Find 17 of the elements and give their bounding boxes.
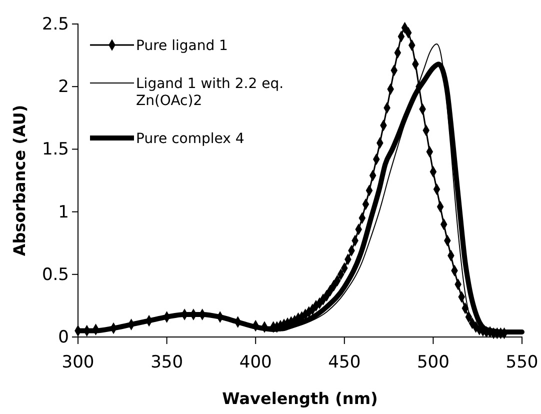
x-tick-label: 350 <box>150 352 184 372</box>
legend-label: Pure complex 4 <box>136 131 244 147</box>
legend-label: Ligand 1 with 2.2 eq. Zn(OAc)2 <box>136 76 284 109</box>
y-tick-label: 2.5 <box>42 14 69 34</box>
y-axis-title: Absorbance (AU) <box>10 104 29 256</box>
x-axis-title: Wavelength (nm) <box>222 389 378 408</box>
x-tick-label: 450 <box>328 352 361 372</box>
y-tick-label: 2 <box>58 77 69 98</box>
y-tick-label: 1.5 <box>42 140 69 160</box>
x-tick-label: 400 <box>239 352 272 372</box>
x-tick-label: 550 <box>506 352 538 372</box>
y-tick-label: 0.5 <box>42 264 69 285</box>
x-tick-label: 300 <box>62 352 94 372</box>
y-tick-label: 0 <box>58 327 69 348</box>
legend-label: Pure ligand 1 <box>136 38 228 54</box>
y-tick-label: 1 <box>58 202 69 222</box>
x-tick-label: 500 <box>416 352 450 372</box>
